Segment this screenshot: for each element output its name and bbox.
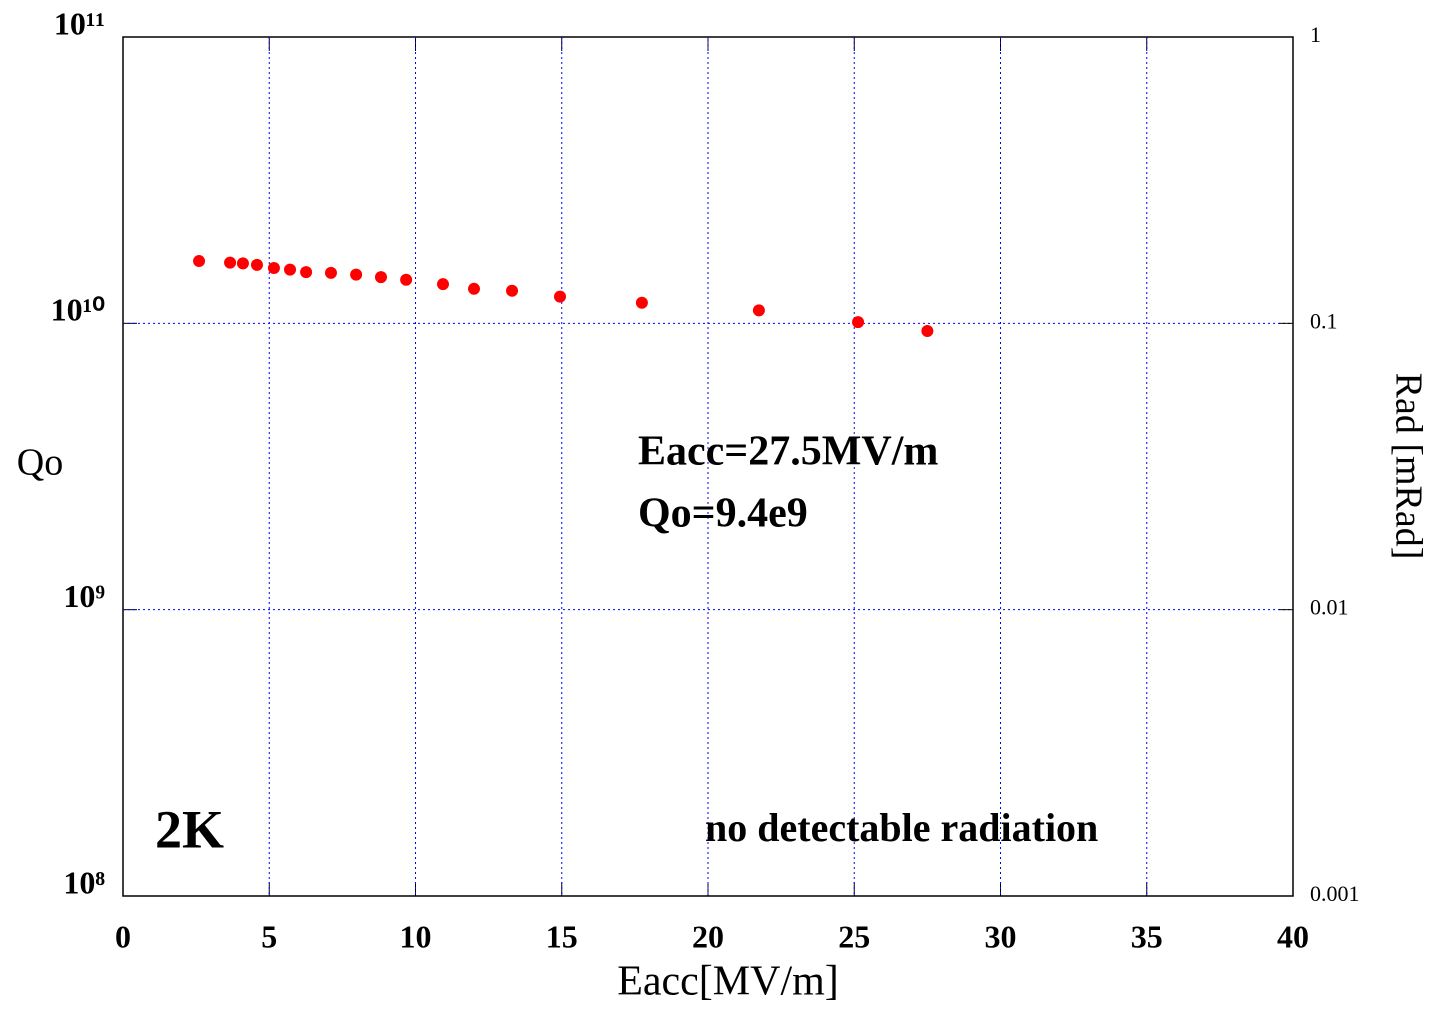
- data-point: [250, 258, 263, 271]
- x-tick-label: 15: [546, 918, 578, 954]
- x-tick-label: 5: [261, 918, 277, 954]
- annotation: Eacc=27.5MV/m: [638, 429, 938, 475]
- data-point: [300, 266, 313, 279]
- x-tick-label: 10: [400, 918, 432, 954]
- data-point: [553, 290, 566, 303]
- x-tick-label: 25: [838, 918, 870, 954]
- data-point: [350, 268, 363, 281]
- data-point: [506, 284, 519, 297]
- y2-tick-label: 0.1: [1310, 308, 1338, 333]
- x-tick-label: 35: [1131, 918, 1163, 954]
- y2-tick-label: 0.001: [1310, 881, 1360, 906]
- data-point: [400, 273, 413, 286]
- data-point: [468, 282, 480, 295]
- data-point: [236, 257, 249, 270]
- data-point: [324, 266, 337, 279]
- x-tick-label: 30: [985, 918, 1017, 954]
- x-axis-label: Eacc[MV/m]: [617, 959, 839, 1005]
- y-axis-label: Qo: [17, 442, 63, 484]
- data-point: [374, 271, 387, 284]
- data-point: [284, 263, 297, 276]
- x-tick-label: 40: [1277, 918, 1309, 954]
- x-tick-label: 0: [115, 918, 131, 954]
- y-tick-label: 10¹⁰: [51, 292, 106, 328]
- annotation: 2K: [155, 799, 224, 859]
- y2-tick-label: 1: [1310, 22, 1321, 47]
- y-tick-label: 10⁹: [63, 578, 105, 614]
- data-point: [635, 296, 648, 309]
- data-point: [852, 316, 865, 329]
- data-point: [224, 256, 237, 269]
- annotation: Qo=9.4e9: [638, 491, 808, 537]
- data-point: [752, 304, 765, 317]
- y-tick-label: 10¹¹: [54, 5, 105, 41]
- y2-axis-label: Rad [mRad]: [1387, 373, 1429, 560]
- y2-tick-label: 0.01: [1310, 595, 1349, 620]
- data-point: [436, 278, 449, 291]
- data-point: [921, 325, 934, 338]
- x-tick-label: 20: [692, 918, 724, 954]
- annotation: no detectable radiation: [705, 805, 1098, 850]
- data-point: [193, 255, 206, 268]
- data-point: [267, 262, 280, 275]
- y-tick-label: 10⁸: [63, 864, 105, 900]
